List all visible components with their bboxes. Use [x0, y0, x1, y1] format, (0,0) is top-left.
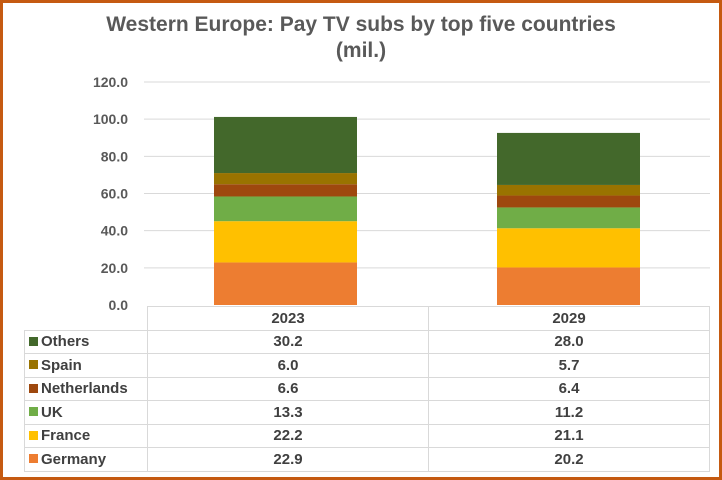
- bar-segment-others-2023: [214, 116, 357, 174]
- legend-swatch: [29, 360, 38, 370]
- data-label: 6.4: [428, 376, 710, 401]
- data-table: 2023 2029 Others 30.2 28.0 Spain 6.0 5.7 Netherl…: [24, 306, 710, 472]
- table-header-row: 2023 2029: [24, 306, 710, 331]
- legend-label: Germany: [41, 450, 107, 468]
- data-label: 28.0: [428, 329, 710, 354]
- x-category-label: 2029: [428, 306, 710, 331]
- data-label: 20.2: [428, 447, 710, 472]
- bar-segment-france-2023: [214, 221, 357, 263]
- bar-segment-others-2029: [497, 132, 640, 185]
- chart-title-line-2: (mil.): [335, 39, 387, 62]
- y-tick-label: 40.0: [101, 223, 128, 239]
- data-label: 21.1: [428, 423, 710, 448]
- y-tick-label: 60.0: [101, 186, 128, 202]
- legend-swatch: [29, 336, 38, 346]
- bar-segment-germany-2029: [497, 267, 640, 305]
- data-label: 22.2: [147, 423, 429, 448]
- table-row: Netherlands 6.6 6.4: [24, 376, 710, 401]
- data-label: 30.2: [147, 329, 429, 354]
- bar-segment-uk-2023: [214, 196, 357, 222]
- legend-entry: Germany: [24, 447, 148, 472]
- data-label: 11.2: [428, 400, 710, 425]
- bar-segment-spain-2029: [497, 184, 640, 196]
- legend-label: Netherlands: [41, 380, 128, 398]
- data-label: 13.3: [147, 400, 429, 425]
- legend-swatch: [29, 454, 38, 464]
- y-tick-label: 80.0: [101, 148, 128, 164]
- legend-entry: France: [24, 423, 148, 448]
- table-row: Germany 22.9 20.2: [24, 447, 710, 472]
- table-row: Others 30.2 28.0: [24, 329, 710, 354]
- legend-label: France: [41, 427, 91, 445]
- bar-segment-uk-2029: [497, 207, 640, 229]
- legend-label: UK: [41, 403, 63, 421]
- y-tick-label: 20.0: [101, 260, 128, 276]
- bar-segment-spain-2023: [214, 173, 357, 185]
- x-category-label: 2023: [147, 306, 429, 331]
- legend-entry: Others: [24, 329, 148, 354]
- bar-segment-france-2029: [497, 228, 640, 268]
- legend-entry: UK: [24, 400, 148, 425]
- y-tick-label: 120.0: [93, 74, 128, 90]
- table-corner: [24, 306, 148, 330]
- bar-segment-netherlands-2023: [214, 184, 357, 197]
- legend-entry: Spain: [24, 353, 148, 378]
- table-row: France 22.2 21.1: [24, 423, 710, 448]
- data-label: 6.0: [147, 353, 429, 378]
- bar-segment-germany-2023: [214, 262, 357, 305]
- legend-entry: Netherlands: [24, 376, 148, 401]
- table-row: UK 13.3 11.2: [24, 400, 710, 425]
- table-row: Spain 6.0 5.7: [24, 353, 710, 378]
- legend-label: Spain: [41, 356, 82, 374]
- chart-title-line-1: Western Europe: Pay TV subs by top five …: [106, 13, 616, 36]
- legend-swatch: [29, 430, 38, 440]
- data-label: 5.7: [428, 353, 710, 378]
- data-label: 6.6: [147, 376, 429, 401]
- legend-label: Others: [41, 333, 90, 351]
- legend-swatch: [29, 407, 38, 417]
- legend-swatch: [29, 383, 38, 393]
- bar-segment-netherlands-2029: [497, 195, 640, 208]
- y-tick-label: 100.0: [93, 111, 128, 127]
- data-label: 22.9: [147, 447, 429, 472]
- chart-title: Western Europe: Pay TV subs by top five …: [0, 12, 722, 64]
